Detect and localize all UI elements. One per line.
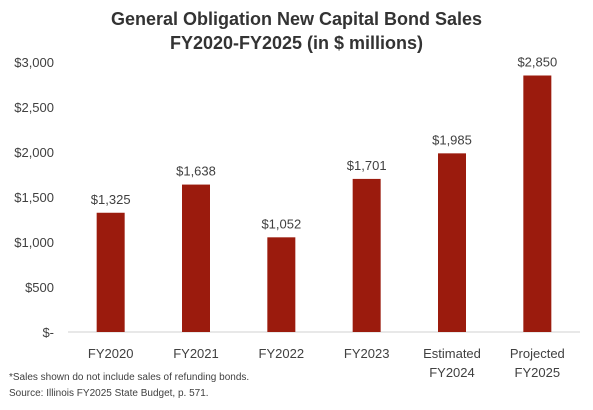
source-note: Source: Illinois FY2025 State Budget, p.… bbox=[9, 388, 209, 399]
y-tick-label: $2,500 bbox=[14, 100, 54, 115]
y-tick-label: $1,500 bbox=[14, 190, 54, 205]
bar bbox=[352, 178, 381, 332]
y-tick-label: $1,000 bbox=[14, 235, 54, 250]
y-tick-label: $2,000 bbox=[14, 145, 54, 160]
chart-title-line-2: FY2020-FY2025 (in $ millions) bbox=[169, 33, 424, 53]
y-tick-label: $500 bbox=[25, 280, 54, 295]
y-tick-label: $3,000 bbox=[14, 55, 54, 70]
bar bbox=[438, 153, 466, 332]
data-label: $2,850 bbox=[517, 55, 557, 70]
bar bbox=[182, 184, 210, 332]
data-label: $1,638 bbox=[176, 164, 216, 179]
footnote: *Sales shown do not include sales of ref… bbox=[9, 372, 250, 383]
x-tick-label: FY2020 bbox=[88, 346, 134, 361]
y-tick-label: $- bbox=[42, 325, 54, 340]
data-label: $1,985 bbox=[432, 132, 472, 147]
chart-title-line-1: General Obligation New Capital Bond Sale… bbox=[110, 9, 483, 29]
x-tick-label: FY2023 bbox=[344, 346, 390, 361]
bar bbox=[523, 75, 552, 332]
x-tick-label: FY2022 bbox=[259, 346, 305, 361]
data-label: $1,325 bbox=[91, 192, 131, 207]
x-tick-label: FY2025 bbox=[515, 365, 561, 380]
x-tick-label: Estimated bbox=[423, 346, 481, 361]
bar bbox=[267, 237, 296, 332]
data-label: $1,701 bbox=[347, 158, 387, 173]
x-tick-label: FY2024 bbox=[429, 365, 475, 380]
data-label: $1,052 bbox=[261, 216, 301, 231]
bar bbox=[96, 212, 125, 332]
x-tick-label: FY2021 bbox=[173, 346, 219, 361]
x-tick-label: Projected bbox=[510, 346, 565, 361]
